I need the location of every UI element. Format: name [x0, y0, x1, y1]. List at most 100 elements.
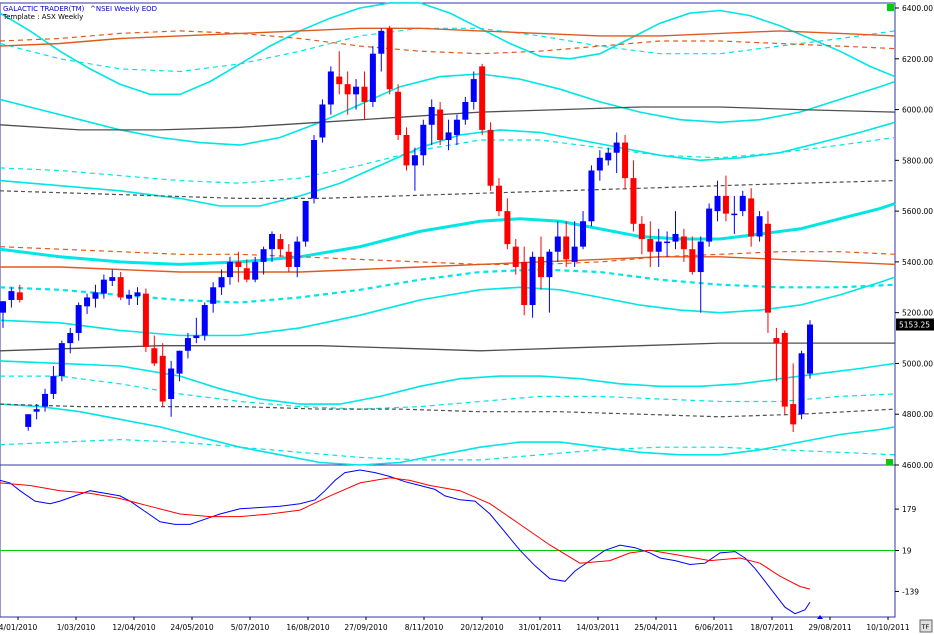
candle-body	[168, 368, 175, 399]
oscillator-last-marker-icon	[817, 615, 823, 619]
price-tick-label: 6200.00	[902, 55, 933, 64]
candle-body	[361, 86, 368, 102]
band-cyan-solid-b	[0, 73, 896, 146]
candle-body	[739, 195, 746, 212]
candle-body	[353, 86, 360, 95]
candle-body	[109, 277, 116, 281]
price-tick-label: 5000.00	[902, 359, 933, 368]
candle-body	[554, 236, 561, 252]
date-tick-label: 4/01/2010	[0, 623, 37, 632]
candle-body	[504, 211, 511, 245]
candle-body	[437, 109, 444, 141]
date-tick-label: 5/07/2010	[231, 623, 270, 632]
candle-body	[142, 293, 149, 347]
candle-body	[117, 277, 124, 298]
candle-body	[605, 152, 612, 161]
band-cyan-solid-c	[0, 121, 896, 207]
candle-body	[294, 241, 301, 267]
bottom-corner-marker-icon[interactable]	[886, 459, 893, 465]
band-gray-dash-a	[0, 180, 896, 199]
band-orange-solid-b	[0, 256, 896, 273]
oscillator-line-2	[0, 477, 811, 590]
price-tick-label: 4600.00	[902, 461, 933, 470]
band-cyan-solid-e	[0, 360, 896, 405]
candle-body	[386, 28, 393, 90]
candle-body	[411, 155, 418, 166]
candle-body	[647, 239, 654, 252]
candle-body	[546, 251, 553, 278]
candle-body	[403, 134, 410, 166]
band-cyan-thick	[0, 202, 896, 266]
candle-body	[748, 198, 755, 237]
oscillator-axis: 179 19 -139	[895, 505, 919, 596]
candle-body	[151, 348, 158, 364]
date-axis: 4/01/2010 1/03/2010 12/04/2010 24/05/2010 5/…	[0, 617, 910, 632]
candle-body	[8, 291, 15, 300]
symbol-title: ^NSEI Weekly EOD	[90, 5, 157, 13]
candle-body	[470, 79, 477, 102]
candle-body	[756, 216, 763, 237]
price-tick-label: 5800.00	[902, 156, 933, 165]
candle-body	[92, 292, 99, 299]
last-price-badge	[896, 318, 934, 331]
tf-button[interactable]	[919, 619, 933, 633]
oscillator-line-1	[0, 469, 811, 615]
candle-body	[596, 157, 603, 171]
date-tick-label: 25/04/2011	[634, 623, 677, 632]
oscillator-panel-frame	[0, 464, 896, 618]
band-cyan-solid-d	[0, 276, 896, 337]
band-cyan-dash-c	[0, 268, 896, 304]
candle-body	[529, 256, 536, 306]
price-tick-label: 6000.00	[902, 106, 933, 115]
tf-button-label: TF	[921, 623, 930, 631]
candle-body	[25, 414, 32, 427]
candle-body	[176, 350, 183, 374]
price-tick-label: 6400.00	[902, 4, 933, 13]
candle-body	[479, 66, 486, 130]
date-tick-label: 16/08/2010	[286, 623, 329, 632]
candle-body	[184, 338, 191, 351]
oscillator-tick-label: 179	[902, 505, 917, 514]
date-tick-label: 8/11/2010	[405, 623, 444, 632]
band-gray-dash-b	[0, 403, 896, 418]
candle-body	[319, 104, 326, 138]
candle-body	[638, 223, 645, 240]
date-tick-label: 20/12/2010	[460, 623, 503, 632]
band-gray-solid-a	[0, 106, 896, 131]
candlestick-series	[0, 25, 813, 432]
candle-body	[764, 223, 771, 313]
candle-body	[327, 71, 334, 105]
price-tick-label: 4800.00	[902, 410, 933, 419]
oscillator-tick-label: -139	[902, 587, 919, 596]
candle-body	[487, 129, 494, 186]
candle-body	[344, 84, 351, 95]
candle-body	[453, 119, 460, 135]
candle-body	[311, 140, 318, 199]
candle-body	[706, 208, 713, 242]
candle-body	[689, 249, 696, 273]
candle-body	[58, 343, 65, 377]
candle-body	[613, 142, 620, 153]
candle-body	[395, 91, 402, 135]
candle-body	[201, 305, 208, 336]
candle-body	[210, 287, 217, 304]
candle-body	[622, 142, 629, 179]
date-tick-label: 6/06/2011	[695, 623, 734, 632]
candle-body	[462, 101, 469, 120]
candle-body	[773, 338, 780, 344]
template-title: Template : ASX Weekly	[2, 13, 83, 21]
date-tick-label: 27/09/2010	[344, 623, 387, 632]
cycle-bands	[0, 2, 896, 466]
candle-body	[672, 233, 679, 242]
candle-body	[100, 279, 107, 294]
candle-body	[243, 268, 250, 280]
candle-body	[731, 213, 738, 216]
band-gray-solid-b	[0, 342, 895, 352]
candle-body	[445, 132, 452, 141]
candle-body	[16, 292, 23, 300]
date-tick-label: 31/01/2011	[518, 623, 561, 632]
candle-body	[563, 236, 570, 260]
top-corner-marker-icon[interactable]	[887, 4, 894, 11]
candle-body	[134, 292, 141, 297]
